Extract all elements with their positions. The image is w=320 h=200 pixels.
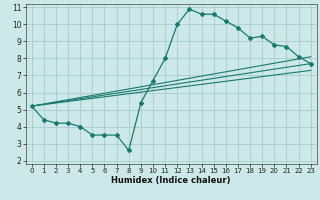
X-axis label: Humidex (Indice chaleur): Humidex (Indice chaleur) (111, 176, 231, 185)
